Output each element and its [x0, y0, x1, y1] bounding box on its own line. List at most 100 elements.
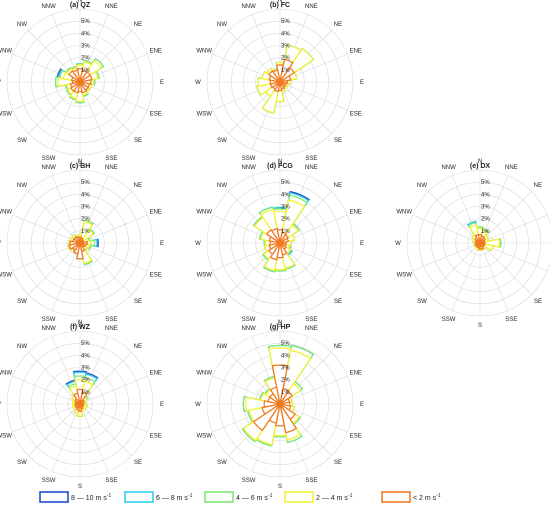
- petal-W: [257, 76, 281, 88]
- direction-label-S: S: [78, 162, 82, 168]
- direction-label-SW: SW: [17, 299, 27, 305]
- direction-label-E: E: [360, 80, 364, 86]
- direction-label-ENE: ENE: [350, 49, 362, 55]
- direction-label-SW: SW: [217, 299, 227, 305]
- direction-label-W: W: [195, 241, 201, 247]
- direction-label-SSE: SSE: [105, 156, 117, 162]
- direction-label-W: W: [195, 80, 201, 86]
- petal-WSW: [261, 403, 281, 416]
- ring-label: 4%: [81, 353, 90, 359]
- direction-label-NNW: NNW: [441, 165, 456, 171]
- petal-NNW: [75, 236, 81, 244]
- direction-label-N: N: [78, 320, 82, 326]
- windrose-panel-5: 1% 2% 3% 4% 5% N NNE NE ENE E ESE SE SSE S SSW SW WSW W WN…: [0, 320, 164, 490]
- direction-label-NW: NW: [217, 22, 227, 28]
- direction-label-SE: SE: [134, 138, 142, 144]
- direction-label-S: S: [78, 484, 82, 490]
- petal-NW: [67, 69, 81, 83]
- panel-title: (b) FC: [270, 2, 290, 9]
- direction-label-SE: SE: [334, 299, 342, 305]
- grid-spoke: [479, 242, 509, 311]
- grid-spoke: [79, 242, 132, 295]
- ring-label: 4%: [281, 353, 290, 359]
- direction-label-SE: SE: [334, 460, 342, 466]
- direction-label-ESE: ESE: [350, 111, 362, 117]
- windrose-panel-2: 1% 2% 3% 4% 5% N NNE NE ENE E ESE SE SSE S SSW SW WSW W WN…: [0, 159, 164, 329]
- ring-label: 4%: [281, 31, 290, 37]
- panel-title: (g) HP: [270, 324, 291, 331]
- direction-label-NNE: NNE: [505, 165, 518, 171]
- grid-spoke: [12, 403, 81, 433]
- ring-label: 2%: [81, 56, 90, 62]
- ring-label: 2%: [81, 217, 90, 223]
- windrose-panel-6: 1% 2% 3% 4% 5% N NNE NE ENE E ESE SE SSE S SSW SW WSW W WN…: [195, 320, 364, 490]
- ring-label: 3%: [481, 205, 490, 211]
- petal-S: [274, 403, 286, 427]
- windrose-panel-0: 1% 2% 3% 4% 5% N NNE NE ENE E ESE SE SSE S SSW SW WSW W WN…: [0, 0, 164, 168]
- direction-label-WNW: WNW: [0, 210, 12, 216]
- direction-label-WSW: WSW: [197, 433, 213, 439]
- ring-label: 1%: [281, 68, 290, 74]
- legend-label: < 2 m s-1: [413, 493, 441, 502]
- petal-NE: [279, 66, 296, 83]
- ring-label: 2%: [81, 378, 90, 384]
- direction-label-N: N: [78, 0, 82, 4]
- direction-label-SSW: SSW: [242, 478, 256, 484]
- direction-label-N: N: [278, 320, 282, 326]
- legend-swatch: [204, 491, 234, 503]
- petal-W: [245, 396, 281, 412]
- legend-swatch: [39, 491, 69, 503]
- direction-label-S: S: [278, 323, 282, 329]
- direction-label-SSE: SSE: [105, 478, 117, 484]
- petal-NNW: [272, 69, 281, 83]
- grid-spoke: [479, 191, 532, 244]
- direction-label-WSW: WSW: [0, 433, 12, 439]
- direction-label-ESE: ESE: [150, 272, 162, 278]
- grid-spoke: [79, 242, 148, 272]
- direction-label-WNW: WNW: [196, 371, 212, 377]
- direction-label-NNW: NNW: [241, 326, 256, 332]
- direction-label-N: N: [478, 159, 482, 165]
- direction-label-SSW: SSW: [242, 156, 256, 162]
- ring-label: 3%: [81, 366, 90, 372]
- direction-label-SW: SW: [417, 299, 427, 305]
- petal-N: [76, 388, 84, 405]
- direction-label-SSW: SSW: [42, 478, 56, 484]
- grid-spoke: [412, 214, 481, 244]
- direction-label-ENE: ENE: [350, 210, 362, 216]
- ring-label: 1%: [81, 229, 90, 235]
- direction-label-NW: NW: [217, 183, 227, 189]
- direction-label-NW: NW: [17, 22, 27, 28]
- direction-label-NNE: NNE: [305, 165, 318, 171]
- direction-label-SSE: SSE: [505, 317, 517, 323]
- petal-N: [271, 364, 289, 405]
- petal-E: [479, 238, 501, 248]
- petal-SW: [267, 242, 281, 256]
- grid-spoke: [412, 242, 481, 272]
- direction-label-WSW: WSW: [0, 272, 12, 278]
- direction-label-WNW: WNW: [0, 49, 12, 55]
- ring-label: 5%: [81, 341, 90, 347]
- petal-SW: [252, 403, 281, 432]
- direction-label-SSW: SSW: [42, 156, 56, 162]
- legend-label: 2 — 4 m s-1: [316, 493, 353, 502]
- grid-spoke: [451, 242, 481, 311]
- direction-label-NNE: NNE: [105, 326, 118, 332]
- direction-label-ESE: ESE: [150, 111, 162, 117]
- petal-WSW: [69, 81, 81, 89]
- ring-label: 3%: [281, 366, 290, 372]
- ring-label: 4%: [81, 31, 90, 37]
- grid-spoke: [79, 81, 132, 134]
- direction-label-N: N: [278, 0, 282, 4]
- petal-ENE: [279, 237, 290, 244]
- grid-spoke: [28, 403, 81, 456]
- petal-S: [76, 242, 84, 260]
- petal-NNW: [269, 386, 281, 405]
- grid-spoke: [51, 242, 81, 311]
- direction-label-SW: SW: [217, 460, 227, 466]
- direction-label-W: W: [195, 402, 201, 408]
- ring-label: 3%: [281, 44, 290, 50]
- grid-spoke: [79, 352, 132, 405]
- ring-label: 3%: [81, 44, 90, 50]
